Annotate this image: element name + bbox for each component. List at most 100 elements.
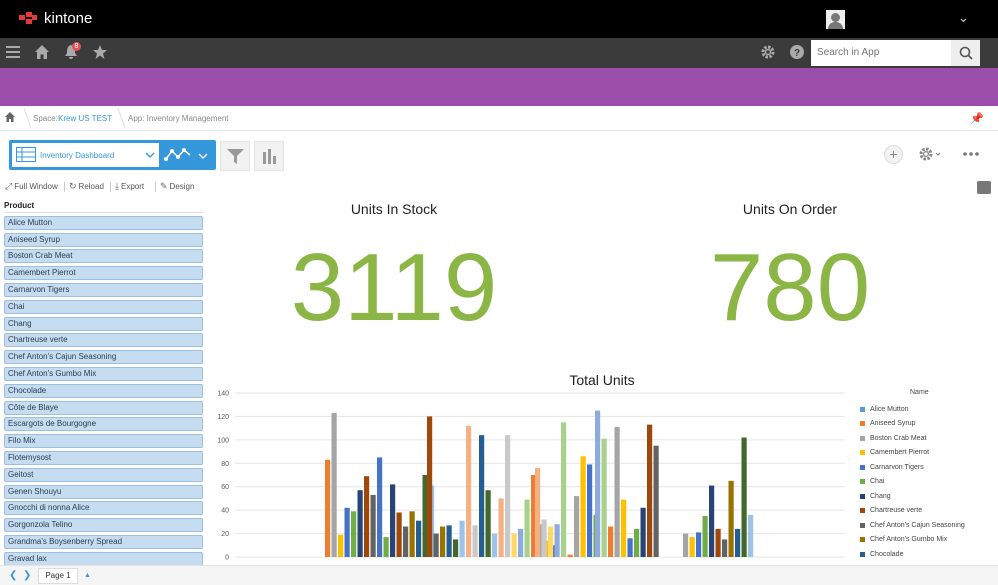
product-item[interactable]: Chai — [4, 299, 203, 314]
comment-icon[interactable] — [977, 181, 991, 194]
product-item[interactable]: Chef Anton's Cajun Seasoning — [4, 350, 203, 365]
product-item[interactable]: Carnarvon Tigers — [4, 282, 203, 297]
star-icon[interactable] — [92, 44, 108, 60]
bar[interactable] — [325, 459, 331, 557]
product-item[interactable]: Gorgonzola Telino — [4, 518, 203, 533]
bar[interactable] — [621, 499, 627, 557]
bar[interactable] — [535, 467, 541, 557]
legend-item[interactable]: Camembert Pierrot — [860, 446, 965, 461]
bar[interactable] — [364, 476, 370, 557]
bar[interactable] — [608, 526, 614, 557]
product-item[interactable]: Gravad lax — [4, 551, 203, 565]
bar[interactable] — [518, 528, 524, 557]
bar[interactable] — [554, 524, 560, 557]
bar[interactable] — [390, 484, 396, 557]
bar[interactable] — [409, 511, 415, 557]
product-item[interactable]: Filo Mix — [4, 434, 203, 449]
bar[interactable] — [548, 526, 554, 557]
page-indicator[interactable]: Page 1 — [38, 568, 78, 584]
bar[interactable] — [357, 490, 363, 557]
home-icon[interactable] — [34, 44, 50, 60]
help-icon[interactable]: ? — [789, 44, 805, 60]
bar[interactable] — [383, 537, 389, 557]
product-item[interactable]: Gnocchi di nonna Alice — [4, 501, 203, 516]
bar[interactable] — [370, 494, 376, 557]
design-button[interactable]: ✎ Design — [160, 181, 194, 192]
bar[interactable] — [459, 520, 465, 557]
bar[interactable] — [396, 512, 402, 557]
product-item[interactable]: Chartreuse verte — [4, 333, 203, 348]
add-record-button[interactable]: + — [884, 145, 903, 164]
bar[interactable] — [440, 526, 446, 557]
prev-page-icon[interactable]: ❮ — [9, 570, 18, 581]
product-item[interactable]: Genen Shouyu — [4, 484, 203, 499]
bar[interactable] — [338, 534, 344, 557]
bar[interactable] — [422, 475, 428, 557]
bar[interactable] — [427, 416, 433, 557]
product-item[interactable]: Geitost — [4, 467, 203, 482]
kintone-logo[interactable]: kintone — [18, 10, 92, 27]
bar[interactable] — [433, 533, 439, 557]
bar[interactable] — [715, 528, 721, 557]
legend-item[interactable]: Chocolade — [860, 547, 965, 562]
search-input[interactable] — [811, 40, 951, 66]
bar[interactable] — [344, 507, 350, 557]
bar[interactable] — [595, 410, 601, 557]
legend-item[interactable]: Chef Anton's Gumbo Mix — [860, 533, 965, 548]
product-item[interactable]: Grandma's Boysenberry Spread — [4, 534, 203, 549]
product-item[interactable]: Chocolade — [4, 383, 203, 398]
legend-item[interactable]: Chang — [860, 489, 965, 504]
graph-button[interactable] — [254, 141, 284, 171]
bar[interactable] — [735, 528, 741, 557]
breadcrumb-space-link[interactable]: Krew US TEST — [58, 114, 113, 123]
legend-item[interactable]: Chef Anton's Cajun Seasoning — [860, 518, 965, 533]
full-window-button[interactable]: ⤢ Full Window — [5, 181, 58, 192]
home-icon[interactable] — [5, 112, 15, 122]
product-item[interactable]: Côte de Blaye — [4, 400, 203, 415]
bar[interactable] — [574, 496, 580, 557]
bar[interactable] — [728, 480, 734, 557]
bar[interactable] — [531, 475, 537, 557]
bar[interactable] — [561, 422, 567, 557]
bar[interactable] — [511, 533, 517, 557]
breadcrumb-app[interactable]: App: Inventory Management — [128, 114, 229, 123]
app-settings-icon[interactable] — [919, 146, 943, 162]
bar[interactable] — [627, 538, 633, 557]
bar[interactable] — [614, 426, 620, 557]
search-button[interactable] — [951, 40, 980, 66]
bar[interactable] — [472, 525, 478, 557]
user-avatar[interactable] — [826, 10, 845, 29]
product-item[interactable]: Alice Mutton — [4, 215, 203, 230]
reload-button[interactable]: ↻ Reload — [69, 181, 104, 192]
bar[interactable] — [640, 507, 646, 557]
product-item[interactable]: Escargots de Bourgogne — [4, 417, 203, 432]
legend-item[interactable]: Chai — [860, 475, 965, 490]
bar[interactable] — [689, 537, 695, 557]
bar[interactable] — [351, 511, 357, 557]
page-up-icon[interactable]: ▲ — [84, 572, 91, 579]
legend-item[interactable]: Boston Crab Meat — [860, 431, 965, 446]
product-item[interactable]: Aniseed Syrup — [4, 232, 203, 247]
graph-view-icon[interactable] — [164, 147, 192, 163]
bar[interactable] — [485, 490, 491, 557]
bar[interactable] — [580, 456, 586, 557]
bar[interactable] — [722, 539, 728, 557]
bar[interactable] — [403, 526, 409, 557]
bar[interactable] — [479, 435, 485, 557]
bar[interactable] — [653, 445, 659, 557]
bar[interactable] — [567, 554, 573, 557]
bar[interactable] — [377, 457, 383, 557]
bar[interactable] — [466, 425, 472, 557]
product-item[interactable]: Chang — [4, 316, 203, 331]
chevron-down-icon[interactable] — [198, 152, 208, 160]
bar[interactable] — [498, 498, 504, 557]
bar[interactable] — [741, 437, 747, 557]
legend-item[interactable]: Carnarvon Tigers — [860, 460, 965, 475]
legend-item[interactable]: Chartreuse verte — [860, 504, 965, 519]
bar[interactable] — [492, 533, 498, 557]
bar[interactable] — [524, 499, 530, 557]
bar[interactable] — [696, 532, 702, 557]
export-button[interactable]: ⤓ Export — [115, 181, 144, 192]
bar[interactable] — [748, 514, 754, 557]
bar[interactable] — [587, 464, 593, 557]
